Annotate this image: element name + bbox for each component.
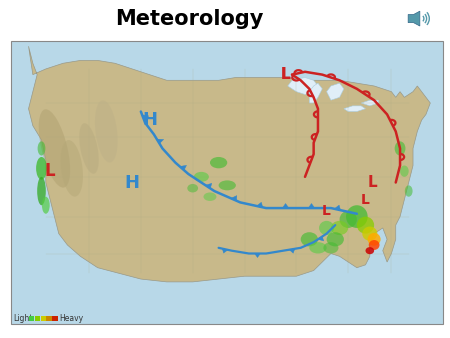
Polygon shape (282, 203, 289, 208)
Ellipse shape (357, 217, 374, 234)
Polygon shape (309, 83, 322, 103)
Ellipse shape (36, 157, 47, 180)
Ellipse shape (319, 221, 334, 235)
Text: L: L (45, 162, 55, 180)
Polygon shape (255, 254, 261, 258)
Polygon shape (327, 83, 344, 100)
Polygon shape (28, 46, 430, 282)
Ellipse shape (42, 197, 50, 214)
Polygon shape (361, 100, 378, 106)
Bar (46, 316, 52, 321)
Ellipse shape (362, 226, 378, 241)
Text: H: H (142, 111, 157, 129)
Ellipse shape (60, 140, 83, 197)
Text: Light: Light (14, 314, 33, 323)
Polygon shape (205, 183, 212, 188)
Bar (52, 316, 58, 321)
Ellipse shape (203, 192, 216, 201)
Ellipse shape (368, 233, 381, 246)
Text: L: L (322, 204, 331, 218)
Polygon shape (288, 77, 318, 95)
Polygon shape (334, 205, 341, 210)
Text: L: L (367, 175, 377, 190)
Text: L: L (281, 67, 290, 82)
Polygon shape (142, 115, 149, 120)
Ellipse shape (219, 180, 236, 190)
Ellipse shape (210, 157, 227, 168)
Ellipse shape (37, 177, 46, 205)
Bar (40, 316, 46, 321)
Text: H: H (125, 173, 140, 192)
Polygon shape (180, 165, 186, 170)
Polygon shape (408, 11, 420, 26)
Bar (29, 316, 34, 321)
Ellipse shape (331, 221, 348, 235)
Polygon shape (308, 203, 315, 208)
Text: L: L (361, 193, 370, 207)
Ellipse shape (301, 232, 318, 246)
Ellipse shape (395, 141, 405, 155)
Polygon shape (289, 249, 295, 253)
Ellipse shape (400, 166, 409, 177)
Polygon shape (231, 196, 237, 201)
Ellipse shape (79, 123, 99, 174)
Ellipse shape (405, 185, 413, 197)
Ellipse shape (38, 141, 45, 155)
Ellipse shape (39, 109, 70, 188)
Polygon shape (157, 139, 164, 144)
Text: L: L (281, 67, 290, 82)
Ellipse shape (365, 247, 374, 254)
Ellipse shape (194, 172, 209, 182)
Ellipse shape (340, 211, 357, 228)
Text: Meteorology: Meteorology (115, 8, 263, 29)
Ellipse shape (369, 240, 379, 250)
Text: Heavy: Heavy (59, 314, 83, 323)
Polygon shape (344, 106, 365, 112)
Polygon shape (318, 237, 324, 241)
Polygon shape (222, 249, 228, 253)
Ellipse shape (324, 242, 338, 254)
Ellipse shape (95, 100, 117, 163)
Ellipse shape (346, 205, 368, 228)
Polygon shape (256, 202, 263, 207)
Ellipse shape (309, 242, 327, 254)
Ellipse shape (327, 232, 344, 246)
Bar (11, 41, 443, 324)
Bar (35, 316, 40, 321)
Ellipse shape (187, 184, 198, 192)
